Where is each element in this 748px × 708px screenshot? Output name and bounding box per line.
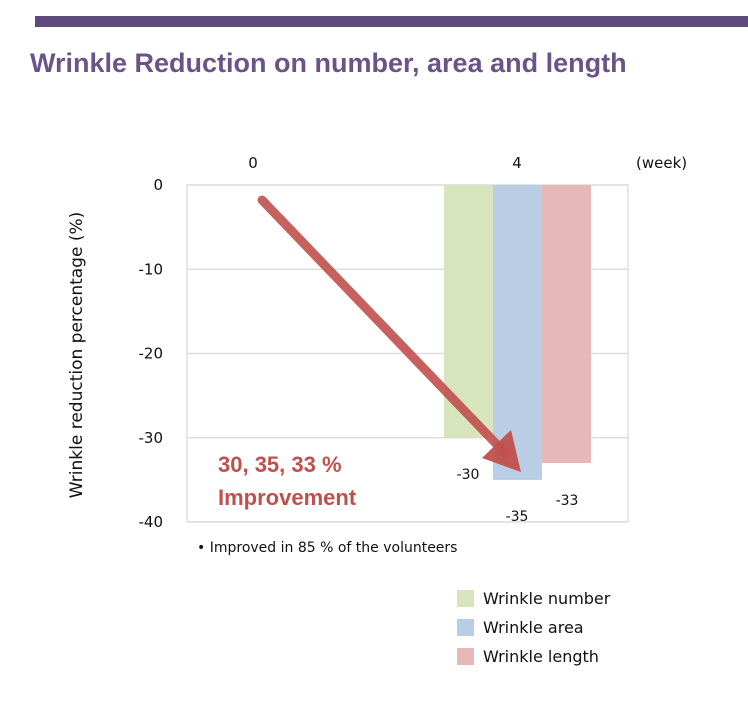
improvement-annotation: 30, 35, 33 % Improvement <box>218 448 356 514</box>
y-tick-label: -30 <box>139 429 164 447</box>
y-tick-label: 0 <box>153 176 163 194</box>
x-tick-label: 4 <box>512 154 522 172</box>
volunteer-note-text: Improved in 85 % of the volunteers <box>209 540 458 556</box>
legend-item-wrinkle-area: Wrinkle area <box>457 613 610 642</box>
legend-swatch-wrinkle-number <box>457 590 474 607</box>
improvement-percent-text: 30, 35, 33 % <box>218 452 342 477</box>
x-tick-label: 0 <box>248 154 258 172</box>
y-tick-label: -10 <box>139 260 164 278</box>
bullet-dot: • <box>197 540 210 556</box>
legend-item-wrinkle-number: Wrinkle number <box>457 584 610 613</box>
legend-swatch-wrinkle-area <box>457 619 474 636</box>
legend-swatch-wrinkle-length <box>457 648 474 665</box>
chart-legend: Wrinkle number Wrinkle area Wrinkle leng… <box>457 584 610 671</box>
data-label-wrinkle-area: -35 <box>506 509 529 525</box>
legend-label-wrinkle-area: Wrinkle area <box>483 618 584 637</box>
y-tick-label: -40 <box>139 513 164 531</box>
legend-label-wrinkle-number: Wrinkle number <box>483 589 611 608</box>
improvement-word-text: Improvement <box>218 485 357 510</box>
plot-area-border <box>186 184 629 523</box>
bar-wrinkle-length <box>542 185 591 464</box>
trend-arrow-head <box>482 430 521 472</box>
trend-arrow-shaft <box>257 195 510 458</box>
data-label-wrinkle-number: -30 <box>457 467 480 483</box>
volunteer-note: • Improved in 85 % of the volunteers <box>197 540 457 556</box>
slide-title: Wrinkle Reduction on number, area and le… <box>30 48 627 78</box>
y-tick-label: -20 <box>139 345 164 363</box>
legend-item-wrinkle-length: Wrinkle length <box>457 642 610 671</box>
title-accent-bar <box>35 16 748 27</box>
bar-wrinkle-area <box>493 185 542 480</box>
x-unit-label: (week) <box>636 154 687 172</box>
legend-label-wrinkle-length: Wrinkle length <box>483 647 599 666</box>
data-label-wrinkle-length: -33 <box>556 493 579 509</box>
y-axis-label: Wrinkle reduction percentage (%) <box>67 212 87 499</box>
